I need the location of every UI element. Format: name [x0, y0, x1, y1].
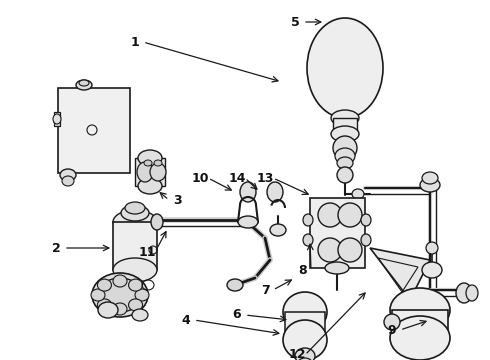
Ellipse shape	[325, 262, 349, 274]
Ellipse shape	[422, 262, 442, 278]
Ellipse shape	[240, 182, 256, 202]
Ellipse shape	[420, 178, 440, 192]
Ellipse shape	[60, 169, 76, 181]
Ellipse shape	[137, 162, 153, 182]
Ellipse shape	[91, 289, 105, 301]
Bar	[333, 118, 357, 134]
Ellipse shape	[132, 309, 148, 321]
Ellipse shape	[154, 160, 162, 166]
Ellipse shape	[151, 214, 163, 230]
Bar	[54, 112, 60, 126]
Ellipse shape	[144, 160, 152, 166]
Ellipse shape	[390, 316, 450, 360]
Ellipse shape	[337, 157, 353, 169]
Ellipse shape	[384, 314, 400, 330]
Ellipse shape	[335, 148, 355, 164]
Ellipse shape	[121, 205, 149, 221]
Ellipse shape	[331, 110, 359, 126]
Ellipse shape	[135, 289, 149, 301]
Ellipse shape	[98, 299, 111, 311]
Ellipse shape	[352, 189, 364, 199]
Ellipse shape	[92, 273, 148, 317]
Ellipse shape	[53, 114, 61, 124]
Ellipse shape	[113, 303, 127, 315]
Ellipse shape	[390, 288, 450, 332]
Ellipse shape	[125, 202, 145, 214]
Ellipse shape	[295, 348, 315, 360]
Ellipse shape	[283, 320, 327, 360]
Ellipse shape	[76, 80, 92, 90]
Polygon shape	[370, 248, 430, 300]
Text: 9: 9	[388, 324, 396, 337]
Ellipse shape	[303, 234, 313, 246]
Text: 3: 3	[172, 194, 181, 207]
Ellipse shape	[62, 176, 74, 186]
Text: 4: 4	[182, 314, 191, 327]
Ellipse shape	[128, 279, 143, 291]
Ellipse shape	[138, 178, 162, 194]
Bar	[310, 198, 365, 268]
Bar	[113, 222, 157, 270]
Text: 14: 14	[228, 171, 246, 184]
Text: 6: 6	[233, 309, 241, 321]
Ellipse shape	[303, 214, 313, 226]
Ellipse shape	[98, 302, 118, 318]
Ellipse shape	[238, 216, 258, 228]
Text: 13: 13	[256, 171, 274, 184]
Ellipse shape	[298, 358, 312, 360]
Bar	[135, 158, 165, 186]
Ellipse shape	[227, 279, 243, 291]
Ellipse shape	[98, 279, 111, 291]
Ellipse shape	[338, 238, 362, 262]
Text: 2: 2	[51, 242, 60, 255]
Ellipse shape	[113, 210, 157, 234]
Ellipse shape	[113, 275, 127, 287]
Text: 10: 10	[191, 171, 209, 184]
Ellipse shape	[307, 18, 383, 118]
Ellipse shape	[79, 80, 89, 86]
Ellipse shape	[138, 150, 162, 166]
Ellipse shape	[338, 203, 362, 227]
Ellipse shape	[337, 167, 353, 183]
Ellipse shape	[456, 283, 472, 303]
Ellipse shape	[150, 163, 166, 181]
Text: 5: 5	[291, 15, 299, 28]
Text: 8: 8	[299, 264, 307, 276]
Bar	[392, 310, 448, 338]
Text: 12: 12	[288, 348, 306, 360]
Text: 11: 11	[138, 246, 156, 258]
Ellipse shape	[422, 172, 438, 184]
Ellipse shape	[98, 278, 142, 312]
Ellipse shape	[331, 126, 359, 142]
Ellipse shape	[267, 182, 283, 202]
Ellipse shape	[128, 299, 143, 311]
Text: 1: 1	[131, 36, 139, 49]
Ellipse shape	[361, 234, 371, 246]
Text: 7: 7	[261, 284, 270, 297]
Bar	[285, 312, 325, 340]
Ellipse shape	[283, 292, 327, 332]
Bar	[58, 88, 130, 173]
Ellipse shape	[361, 214, 371, 226]
Ellipse shape	[318, 238, 342, 262]
Ellipse shape	[318, 203, 342, 227]
Ellipse shape	[426, 242, 438, 254]
Ellipse shape	[333, 136, 357, 160]
Ellipse shape	[270, 224, 286, 236]
Ellipse shape	[113, 258, 157, 282]
Ellipse shape	[466, 285, 478, 301]
